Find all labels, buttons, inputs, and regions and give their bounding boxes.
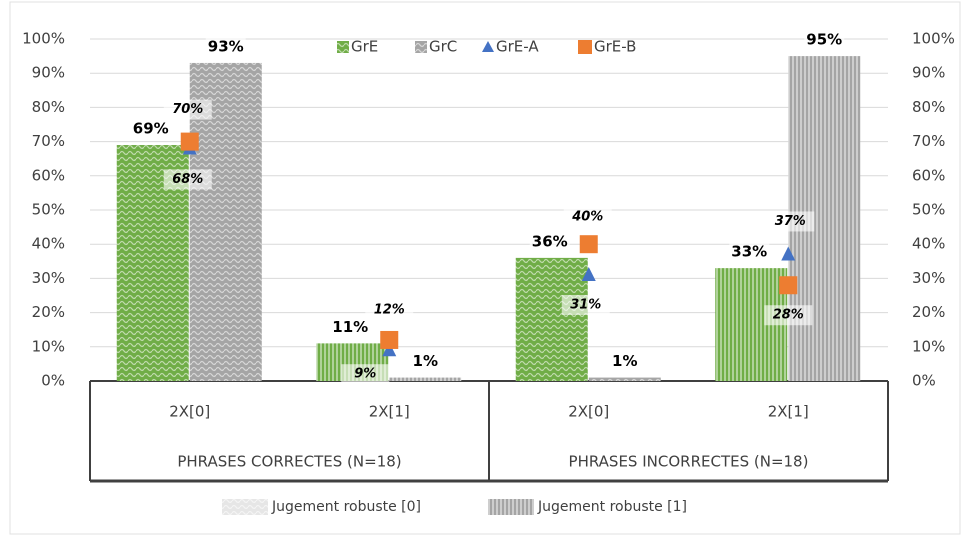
marker-triangle [382, 342, 397, 357]
label-background [163, 99, 212, 120]
y-tick-label: 20% [32, 303, 65, 321]
marker-triangle [781, 246, 796, 261]
y-tick-label: 10% [32, 337, 65, 355]
legend-swatch [337, 41, 349, 53]
data-label: 31% [570, 297, 601, 312]
y2-tick-label: 80% [912, 98, 945, 116]
y-tick-label: 0% [41, 372, 65, 390]
bar [515, 257, 588, 381]
data-label: 28% [773, 308, 804, 323]
label-background [205, 36, 246, 57]
x-tick-label: 2X[0] [169, 403, 210, 421]
label-background [561, 294, 610, 315]
x-tick-label: 2X[0] [568, 403, 609, 421]
pattern-legend-label: Jugement robuste [1] [537, 499, 687, 515]
marker-square [779, 276, 798, 295]
y2-tick-label: 70% [912, 132, 945, 150]
data-label: 37% [775, 214, 806, 229]
y-tick-label: 70% [32, 132, 65, 150]
y2-tick-label: 50% [912, 201, 945, 219]
label-background [563, 207, 612, 228]
y2-tick-label: 60% [912, 166, 945, 184]
data-label: 68% [172, 172, 203, 187]
label-background [365, 299, 414, 320]
group-label: PHRASES INCORRECTES (N=18) [569, 453, 809, 471]
legend-label: GrE-A [496, 38, 539, 56]
data-label: 33% [731, 243, 767, 261]
data-label: 40% [571, 210, 603, 225]
y-tick-label: 80% [32, 98, 65, 116]
y-tick-label: 40% [32, 235, 65, 253]
marker-triangle [581, 266, 596, 281]
legend-swatch [415, 41, 427, 53]
data-label: 93% [208, 37, 244, 55]
chart-border [9, 1, 961, 535]
marker-square [380, 330, 399, 349]
legend-label: GrE-B [594, 38, 636, 56]
data-label: 9% [354, 367, 376, 382]
bar [389, 377, 462, 381]
label-background [163, 169, 212, 190]
pattern-swatch [488, 499, 534, 515]
y2-tick-label: 10% [912, 337, 945, 355]
y-tick-label: 90% [32, 64, 65, 82]
group-label: PHRASES CORRECTES (N=18) [177, 453, 401, 471]
legend-swatch [578, 40, 592, 54]
y-tick-label: 60% [32, 166, 65, 184]
label-background [729, 242, 770, 263]
data-label: 11% [332, 318, 368, 336]
label-background [804, 30, 845, 51]
y2-tick-label: 20% [912, 303, 945, 321]
y-tick-label: 100% [22, 30, 65, 48]
data-label: 95% [806, 31, 842, 49]
data-label: 1% [413, 352, 438, 370]
data-label: 1% [612, 352, 637, 370]
pattern-swatch [222, 499, 268, 515]
data-label: 36% [532, 232, 568, 250]
label-background [766, 211, 815, 232]
legend-label: GrC [429, 38, 457, 56]
pattern-legend-label: Jugement robuste [0] [271, 499, 421, 515]
marker-square [579, 235, 598, 254]
y2-tick-label: 30% [912, 269, 945, 287]
bar [588, 377, 661, 381]
y-tick-label: 50% [32, 201, 65, 219]
y2-tick-label: 90% [912, 64, 945, 82]
label-background [604, 351, 645, 372]
y2-tick-label: 0% [912, 372, 936, 390]
legend-label: GrE [351, 38, 378, 56]
x-tick-label: 2X[1] [768, 403, 809, 421]
legend-swatch [482, 41, 494, 52]
label-background [130, 119, 171, 140]
y-tick-label: 30% [32, 269, 65, 287]
label-background [341, 364, 390, 385]
label-background [330, 317, 371, 338]
label-background [529, 231, 570, 252]
y2-tick-label: 100% [912, 30, 955, 48]
x-tick-label: 2X[1] [369, 403, 410, 421]
data-label: 70% [172, 102, 203, 117]
data-label: 12% [374, 302, 405, 317]
y2-tick-label: 40% [912, 235, 945, 253]
label-background [405, 351, 446, 372]
marker-square [180, 132, 199, 151]
data-label: 69% [133, 120, 169, 138]
label-background [764, 305, 813, 326]
